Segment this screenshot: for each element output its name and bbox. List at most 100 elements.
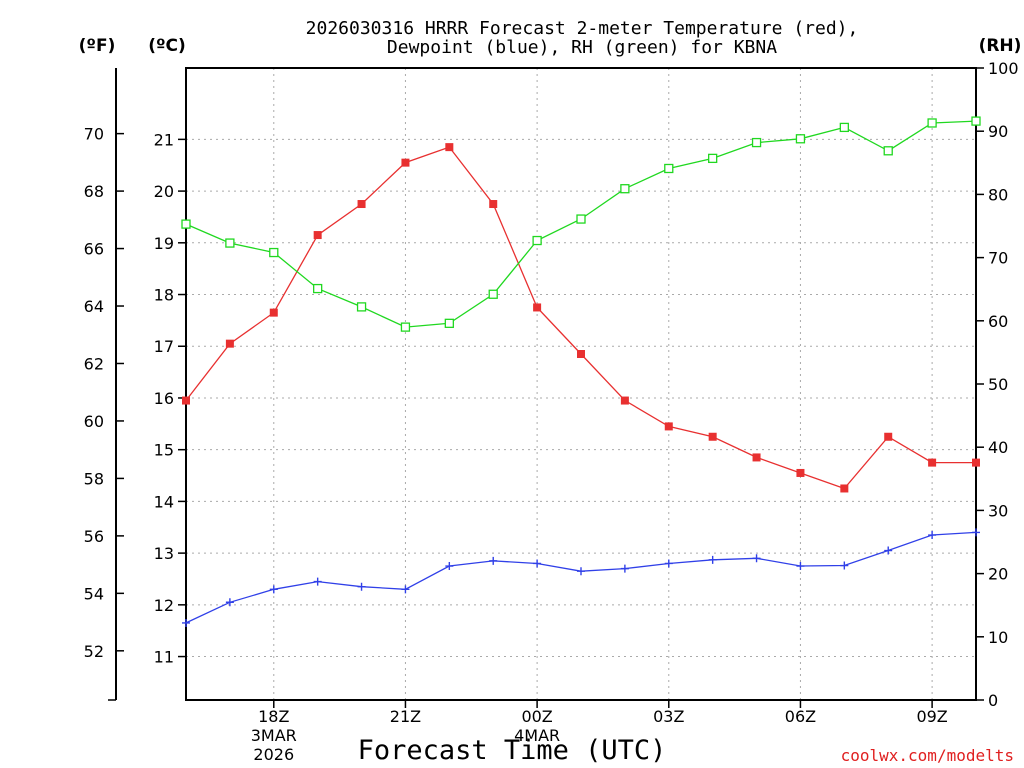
x-tick-date-label: 3MAR [251, 726, 297, 745]
rh-tick-label: 100 [988, 59, 1019, 78]
dewpoint-point [752, 554, 761, 563]
rh-point [313, 283, 323, 294]
chart-title: 2026030316 HRRR Forecast 2-meter Tempera… [306, 18, 859, 58]
2-meter-temperature-series [182, 143, 980, 493]
fahrenheit-tick-label: 52 [84, 642, 104, 661]
x-tick-label: 21Z [390, 707, 421, 726]
fahrenheit-tick-label: 58 [84, 469, 104, 488]
2-meter-temperature-point [928, 458, 937, 467]
dewpoint-point [664, 559, 673, 568]
dewpoint-point [840, 561, 849, 570]
2-meter-temperature-point [357, 200, 366, 209]
2-meter-temperature-point [401, 158, 410, 167]
celsius-tick-label: 15 [154, 441, 174, 460]
dewpoint-point [796, 562, 805, 571]
rh-point [664, 163, 674, 174]
2-meter-temperature-point [445, 143, 454, 152]
celsius-tick-label: 17 [154, 337, 174, 356]
dewpoint-point [313, 577, 322, 586]
2-meter-temperature-point [840, 484, 849, 493]
rh-tick-label: 20 [988, 565, 1008, 584]
x-axis-title: Forecast Time (UTC) [358, 735, 667, 766]
rh-tick-label: 10 [988, 628, 1008, 647]
rh-tick-label: 0 [988, 691, 998, 710]
celsius-tick-label: 20 [154, 182, 174, 201]
rh-point [708, 153, 718, 164]
rh-point [927, 118, 937, 128]
2-meter-temperature-point [752, 453, 761, 462]
2-meter-temperature-point [796, 468, 805, 477]
title-line-2: Dewpoint (blue), RH (green) for KBNA [387, 37, 777, 58]
dewpoint-point [972, 528, 980, 537]
2-meter-temperature-point [313, 231, 322, 240]
fahrenheit-tick-label: 66 [84, 240, 104, 259]
rh-point [269, 247, 279, 258]
x-tick-label: 00Z [521, 707, 552, 726]
2-meter-temperature-point [269, 308, 278, 317]
rh-axis: 0 10 20 30 40 50 60 70 80 90 100 [976, 59, 1019, 710]
plot-frame [185, 67, 977, 701]
rh-point [356, 302, 367, 312]
celsius-tick-label: 12 [154, 596, 174, 615]
fahrenheit-tick-label: 68 [84, 182, 104, 201]
rh-point [971, 116, 981, 126]
rh-tick-label: 80 [988, 185, 1008, 204]
celsius-tick-label: 21 [154, 130, 174, 149]
x-tick-label: 03Z [653, 707, 684, 726]
2-meter-temperature-point [577, 350, 585, 359]
x-tick-label: 09Z [916, 707, 947, 726]
x-tick-label: 06Z [785, 707, 816, 726]
2-meter-temperature-point [708, 432, 717, 441]
rh-line [185, 120, 977, 328]
2-meter-temperature-point [972, 458, 980, 467]
dewpoint-point [620, 564, 629, 573]
rh-tick-label: 30 [988, 501, 1008, 520]
dewpoint-point [489, 556, 498, 565]
rh-point [795, 134, 806, 144]
x-tick-date-label: 4MAR [514, 726, 560, 745]
fahrenheit-tick-label: 54 [84, 584, 104, 603]
rh-point [488, 289, 498, 299]
celsius-tick-label: 19 [154, 234, 174, 253]
celsius-unit-label: (ºC) [148, 36, 186, 56]
dewpoint-point [401, 585, 410, 594]
fahrenheit-tick-label: 56 [84, 527, 104, 546]
celsius-axis: 11 12 13 14 15 16 17 18 19 20 21 [154, 130, 186, 667]
dewpoint-point [225, 598, 234, 607]
2-meter-temperature-point [664, 422, 673, 431]
gridlines [186, 68, 976, 700]
rh-tick-label: 40 [988, 438, 1008, 457]
dewpoint-point [708, 555, 717, 564]
rh-point [620, 184, 630, 194]
2-meter-temperature-point [620, 396, 629, 405]
2-meter-temperature-point [533, 303, 542, 312]
rh-tick-label: 90 [988, 122, 1008, 141]
celsius-tick-label: 16 [154, 389, 174, 408]
fahrenheit-axis: 52 54 56 58 60 62 64 66 68 70 [84, 125, 124, 701]
2-meter-temperature-line [185, 146, 976, 490]
rh-point [181, 219, 191, 229]
rh-point [444, 318, 454, 328]
celsius-tick-label: 13 [154, 544, 174, 563]
rh-tick-label: 70 [988, 249, 1008, 268]
fahrenheit-unit-label: (ºF) [79, 36, 116, 56]
rh-point [751, 137, 762, 148]
dewpoint-point [577, 567, 585, 576]
x-tick-date-label: 2026 [253, 745, 294, 764]
dewpoint-line [185, 531, 977, 624]
fahrenheit-tick-label: 70 [84, 125, 104, 144]
credit-text: coolwx.com/modelts [841, 746, 1014, 765]
dewpoint-point [182, 618, 190, 627]
title-line-1: 2026030316 HRRR Forecast 2-meter Tempera… [306, 18, 859, 39]
rh-series [181, 116, 981, 332]
dewpoint-point [884, 546, 893, 555]
dewpoint-point [928, 531, 937, 540]
rh-point [576, 214, 586, 224]
2-meter-temperature-point [489, 200, 498, 209]
fahrenheit-tick-label: 64 [84, 297, 104, 316]
rh-point [400, 322, 411, 332]
rh-tick-label: 60 [988, 312, 1008, 331]
dewpoint-point [445, 562, 454, 571]
rh-point [883, 146, 893, 156]
